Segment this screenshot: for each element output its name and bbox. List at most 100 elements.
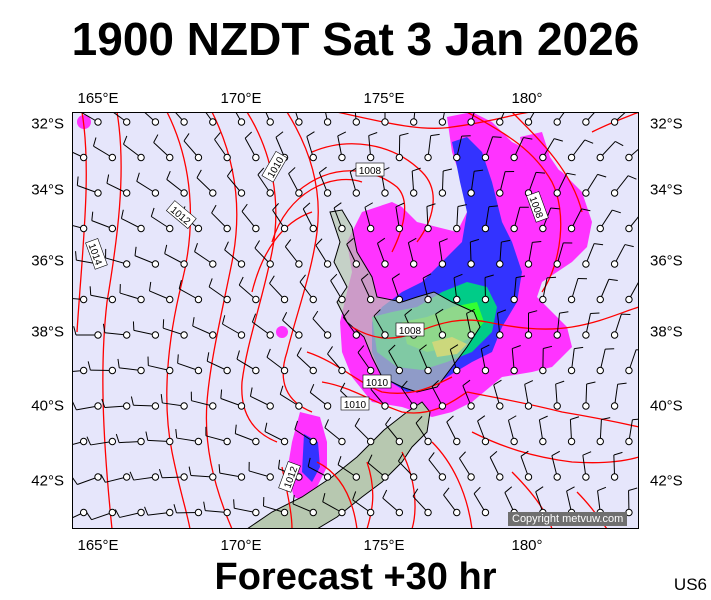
wind-barb-feather [188, 466, 192, 476]
wind-barb-feather [214, 132, 221, 140]
wind-station-circle [496, 331, 504, 339]
north-island [329, 209, 481, 393]
wind-station-circle [166, 508, 174, 517]
wind-barb-feather [470, 238, 480, 243]
wind-station-circle [123, 331, 131, 339]
wind-station-circle [180, 473, 188, 481]
wind-station-circle [395, 437, 404, 446]
wind-station-circle [481, 366, 490, 375]
wind-barb-feather [150, 207, 155, 217]
wind-barb-feather [401, 380, 408, 389]
wind-station-circle [352, 473, 360, 481]
wind-barb-feather [296, 347, 302, 356]
wind-station-circle [582, 118, 590, 126]
wind-barb-feather [357, 345, 365, 353]
wind-barb-feather [559, 311, 569, 314]
wind-barb-feather [523, 137, 533, 140]
wind-barb-feather [175, 429, 178, 439]
wind-barb-feather [462, 379, 471, 387]
wind-barb-feather [520, 450, 529, 457]
wind-barb-feather [597, 486, 607, 492]
wind-station-circle [510, 437, 518, 446]
lon-label-165-top: 165°E [77, 90, 119, 107]
wind-barb-feather [117, 358, 120, 368]
lat-label-34-right: 34°S [650, 181, 683, 199]
wind-station-circle [467, 473, 475, 481]
wind-station-circle [252, 437, 260, 446]
wind-barb-feather [244, 131, 253, 139]
wind-barb-feather [87, 361, 91, 371]
wind-barb-feather [307, 457, 311, 467]
wind-station-circle [79, 366, 88, 375]
wind-station-circle [79, 508, 88, 517]
wind-barb-feather [324, 419, 329, 428]
wind-barb-feather [264, 422, 268, 432]
wind-station-circle [366, 224, 375, 233]
wind-station-circle [151, 260, 160, 268]
wind-station-circle [524, 331, 533, 339]
wind-station-circle [352, 118, 360, 126]
wind-barb-feather [266, 348, 271, 358]
wind-barb-feather [388, 344, 396, 352]
wind-barb-feather [299, 274, 306, 283]
wind-barb-feather [257, 167, 265, 176]
lon-label-180-top: 180° [511, 90, 543, 107]
lat-label-38-left: 38°S [31, 323, 64, 341]
wind-station-circle [395, 366, 404, 375]
wind-barb-feather [337, 456, 342, 465]
wind-station-circle [79, 295, 88, 304]
wind-station-circle [553, 118, 561, 126]
wind-barb-feather [364, 202, 374, 208]
wind-station-circle [266, 473, 274, 481]
wind-station-circle [194, 295, 203, 304]
wind-station-circle [180, 118, 188, 126]
wind-station-circle [194, 366, 203, 375]
wind-station-circle [108, 366, 117, 375]
wind-station-circle [309, 224, 317, 233]
wind-station-circle [323, 402, 332, 410]
wind-station-circle [539, 437, 547, 446]
wind-station-circle [108, 224, 117, 233]
wind-barb-feather [399, 132, 409, 136]
wind-station-circle [481, 153, 490, 162]
wind-station-circle [137, 295, 145, 304]
wind-station-circle [496, 260, 504, 268]
wind-barb-feather [395, 202, 405, 208]
wind-station-circle [79, 437, 88, 446]
wind-barb-feather [459, 451, 466, 459]
wind-barb-feather [419, 344, 427, 351]
wind-station-circle [366, 508, 375, 517]
wind-barb-feather [391, 273, 400, 280]
wind-station-circle [453, 295, 461, 304]
wind-barb-feather [346, 237, 354, 245]
wind-station-circle [280, 366, 289, 375]
wind-barb-feather [100, 474, 106, 483]
wind-barb-feather [466, 308, 475, 314]
wind-station-circle [266, 118, 274, 126]
wind-barb-feather [340, 382, 346, 391]
wind-station-circle [539, 224, 547, 233]
wind-station-circle [467, 189, 475, 197]
wind-station-circle [539, 295, 547, 304]
wind-station-circle [237, 260, 246, 268]
wind-station-circle [223, 437, 231, 446]
wind-station-circle [481, 437, 490, 446]
wind-station-circle [424, 153, 432, 162]
wind-barb-feather [218, 464, 221, 474]
wind-station-circle [582, 189, 590, 197]
wind-station-circle [567, 153, 576, 162]
wind-barb-feather [408, 237, 417, 244]
wind-barb-feather [581, 208, 591, 212]
wind-station-circle [352, 189, 360, 197]
wind-station-circle [252, 295, 260, 304]
wind-barb-feather [145, 431, 149, 441]
wind-barb-feather [628, 487, 638, 491]
wind-barb-feather [430, 133, 440, 137]
wind-station-circle [252, 508, 260, 517]
wind-barb-feather [86, 511, 92, 520]
wind-station-circle [295, 118, 303, 126]
wind-barb-feather [115, 433, 120, 443]
wind-station-circle [496, 118, 504, 126]
wind-barbs [72, 112, 639, 521]
wind-barb-feather [613, 451, 623, 456]
